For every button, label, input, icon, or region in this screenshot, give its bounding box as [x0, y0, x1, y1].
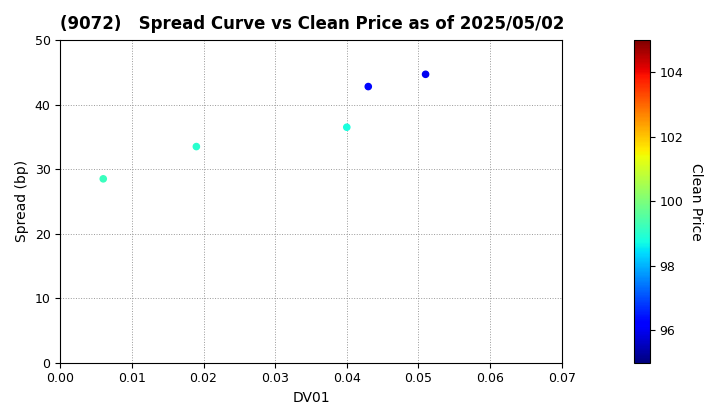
Point: [191, 143, 202, 150]
Y-axis label: Spread (bp): Spread (bp): [15, 160, 29, 242]
Point: [97, 176, 109, 182]
Point: [341, 124, 353, 131]
Point: [420, 71, 431, 78]
Point: [362, 83, 374, 90]
X-axis label: DV01: DV01: [292, 391, 330, 405]
Text: (9072)   Spread Curve vs Clean Price as of 2025/05/02: (9072) Spread Curve vs Clean Price as of…: [60, 15, 564, 33]
Y-axis label: Clean Price: Clean Price: [689, 163, 703, 240]
